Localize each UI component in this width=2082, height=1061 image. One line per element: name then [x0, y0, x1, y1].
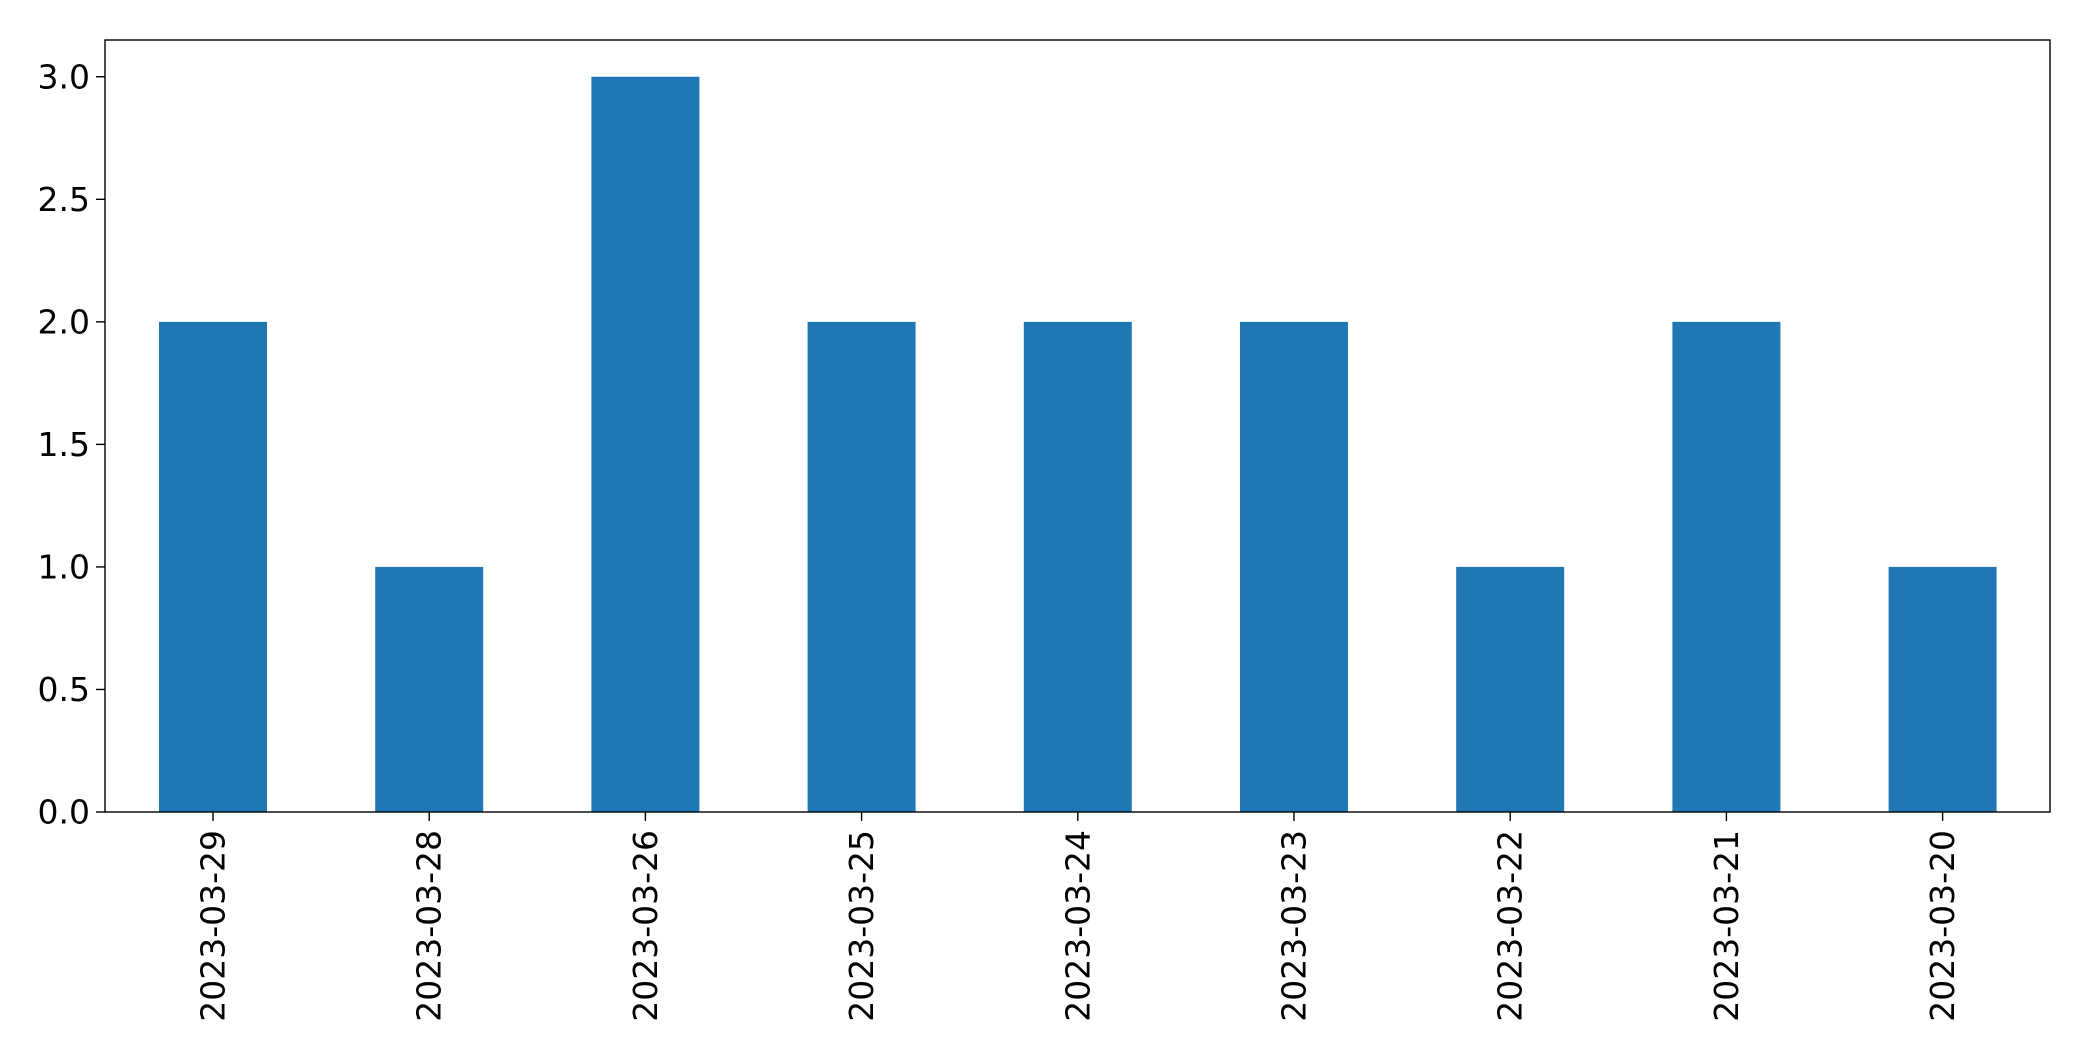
y-tick-label: 2.0	[38, 302, 90, 341]
y-tick-label: 0.5	[38, 670, 90, 709]
y-tick-label: 2.5	[38, 180, 90, 219]
bars-layer	[159, 76, 1997, 812]
bar-2023-03-21	[1672, 321, 1781, 812]
x-tick-label: 2023-03-22	[1491, 830, 1530, 1022]
y-tick-label: 3.0	[38, 57, 90, 96]
bar-2023-03-22	[1456, 566, 1565, 812]
y-tick-label: 0.0	[38, 793, 90, 832]
bar-2023-03-20	[1888, 566, 1997, 812]
x-tick-label: 2023-03-24	[1058, 830, 1097, 1022]
x-tick-label: 2023-03-25	[842, 830, 881, 1022]
y-axis: 0.0 0.5 1.0 1.5 2.0 2.5 3.0	[38, 57, 105, 832]
x-tick-label: 2023-03-21	[1707, 830, 1746, 1022]
x-tick-label: 2023-03-23	[1275, 830, 1314, 1022]
x-tick-label: 2023-03-29	[194, 830, 233, 1022]
x-axis: 2023-03-29 2023-03-28 2023-03-26 2023-03-25…	[194, 812, 1962, 1022]
x-tick-label: 2023-03-20	[1923, 830, 1962, 1022]
bar-2023-03-26	[591, 76, 700, 812]
y-tick-label: 1.5	[38, 425, 90, 464]
bar-2023-03-24	[1023, 321, 1132, 812]
x-tick-label: 2023-03-28	[410, 830, 449, 1022]
y-tick-label: 1.0	[38, 547, 90, 586]
bar-2023-03-29	[159, 321, 267, 812]
bar-2023-03-25	[807, 321, 916, 812]
x-tick-label: 2023-03-26	[626, 830, 665, 1022]
bar-2023-03-23	[1240, 321, 1348, 812]
bar-2023-03-28	[375, 566, 484, 812]
